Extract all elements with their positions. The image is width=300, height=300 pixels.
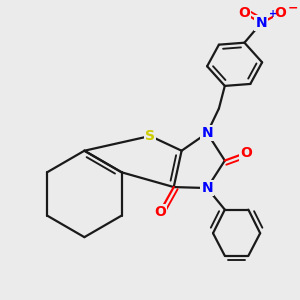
- Text: N: N: [201, 181, 213, 195]
- Text: S: S: [145, 129, 155, 143]
- Text: O: O: [238, 6, 250, 20]
- Text: +: +: [269, 9, 277, 19]
- Text: −: −: [288, 1, 298, 14]
- Text: N: N: [255, 16, 267, 30]
- Text: O: O: [274, 6, 286, 20]
- Text: O: O: [241, 146, 252, 160]
- Text: N: N: [201, 126, 213, 140]
- Text: O: O: [154, 205, 166, 219]
